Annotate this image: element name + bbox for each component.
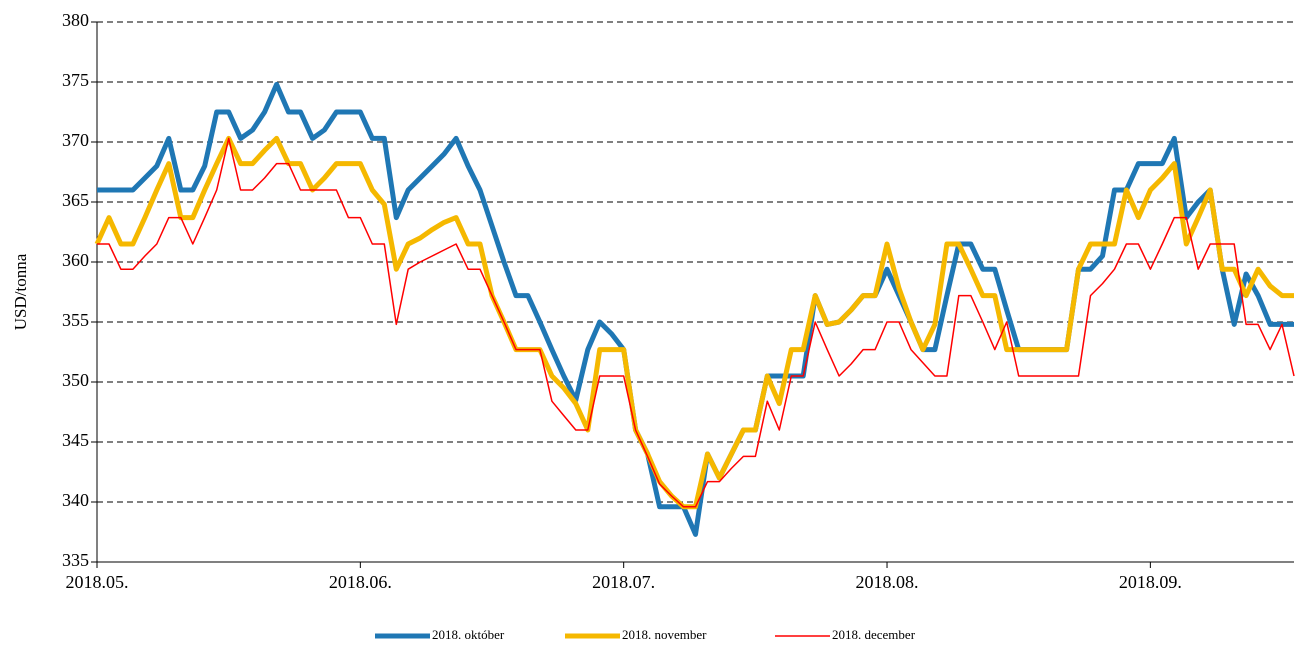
y-tick-label: 350	[62, 370, 89, 390]
y-tick-label: 345	[62, 430, 89, 450]
x-tick-label: 2018.07.	[592, 572, 655, 592]
y-tick-label: 360	[62, 250, 89, 270]
y-tick-label: 340	[62, 490, 89, 510]
legend-label: 2018. december	[832, 627, 916, 642]
x-tick-label: 2018.06.	[329, 572, 392, 592]
y-tick-label: 365	[62, 190, 89, 210]
y-tick-label: 335	[62, 550, 89, 570]
legend-label: 2018. november	[622, 627, 707, 642]
y-tick-label: 370	[62, 130, 89, 150]
x-tick-label: 2018.09.	[1119, 572, 1182, 592]
y-tick-label: 375	[62, 70, 89, 90]
y-tick-label: 355	[62, 310, 89, 330]
legend-label: 2018. október	[432, 627, 505, 642]
y-tick-label: 380	[62, 10, 89, 30]
y-axis-label: USD/tonna	[11, 253, 30, 330]
x-tick-label: 2018.05.	[66, 572, 129, 592]
x-tick-label: 2018.08.	[856, 572, 919, 592]
line-series	[97, 137, 1295, 508]
line-series	[97, 81, 1294, 537]
